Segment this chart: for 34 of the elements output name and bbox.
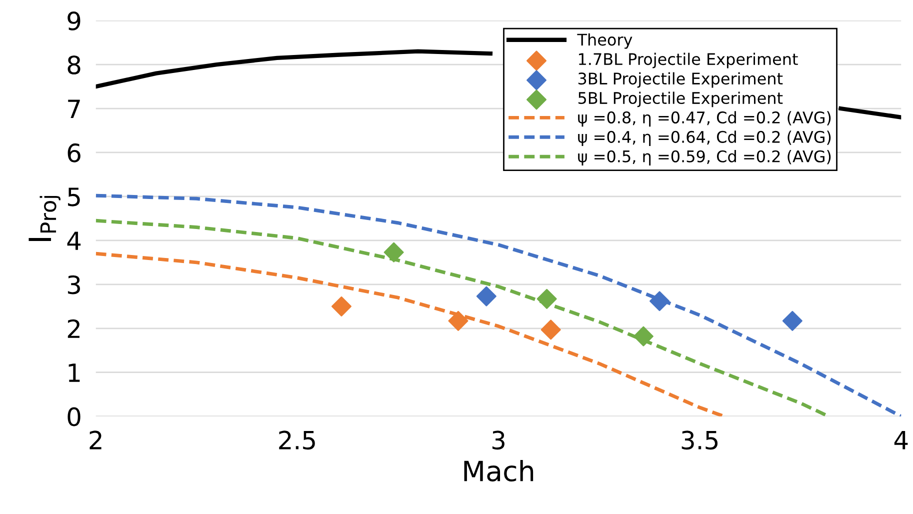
line-series	[96, 194, 902, 416]
point	[384, 242, 404, 262]
x-tick-label: 2	[90, 430, 102, 450]
y-tick-label: 2	[68, 319, 80, 338]
y-tick-label: 0	[68, 407, 80, 426]
point	[540, 320, 561, 340]
x-tick-label: 4	[894, 431, 908, 450]
y-tick-label: 1	[68, 364, 80, 382]
point	[633, 326, 654, 346]
legend-label: 1.7BL Projectile Experiment	[578, 52, 798, 68]
legend-label: Theory	[577, 33, 632, 49]
legend-label: ψ =0.5, η =0.59, Cd =0.2 (AVG)	[578, 150, 831, 166]
y-tick-label: 6	[68, 143, 80, 162]
legend-label: ψ =0.8, η =0.47, Cd =0.2 (AVG)	[578, 111, 831, 127]
point	[331, 296, 352, 316]
point	[448, 310, 468, 331]
y-tick-label: 7	[68, 100, 80, 118]
x-axis-title: Mach	[464, 460, 534, 482]
point	[476, 286, 496, 306]
y-tick-label: 9	[68, 12, 80, 30]
y-tick-label: 8	[68, 55, 80, 74]
x-tick-label: 2.5	[279, 430, 315, 450]
x-tick-label: 3	[492, 430, 504, 450]
y-tick-label: 3	[68, 275, 80, 294]
legend-label: 5BL Projectile Experiment	[578, 92, 783, 108]
point	[782, 310, 802, 331]
x-tick-label: 3.5	[682, 430, 718, 450]
legend-label: ψ =0.4, η =0.64, Cd =0.2 (AVG)	[578, 130, 831, 146]
point	[536, 288, 557, 309]
point	[650, 291, 670, 312]
y-tick-label: 4	[67, 232, 81, 250]
y-axis-title: I$_{Proj}$	[28, 196, 60, 241]
legend-label: 3BL Projectile Experiment	[578, 72, 783, 88]
y-tick-label: 5	[68, 188, 80, 206]
